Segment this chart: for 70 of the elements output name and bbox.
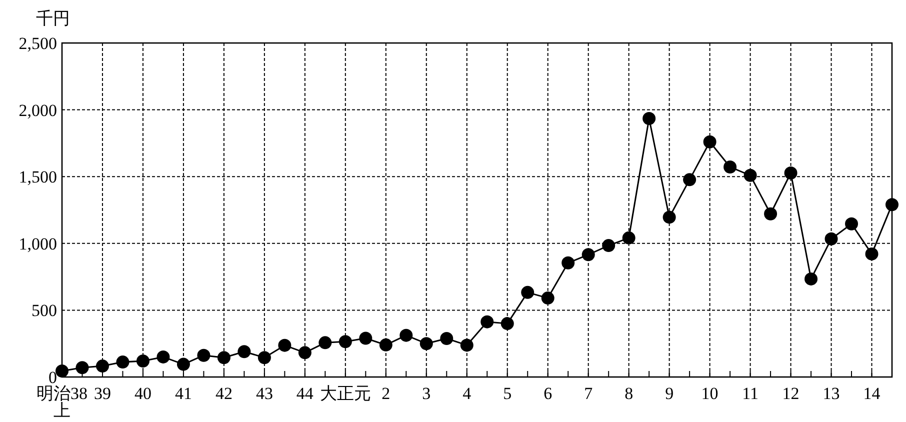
x-tick-label: 14	[863, 384, 881, 403]
y-tick-label: 1,500	[18, 168, 57, 187]
x-tick-label: 大正元	[320, 384, 371, 403]
x-tick-label: 44	[296, 384, 314, 403]
y-tick-label: 0	[48, 368, 57, 387]
point	[500, 317, 514, 330]
point	[562, 256, 575, 270]
y-tick-label: 1,000	[18, 234, 57, 254]
x-tick-label: 2	[382, 384, 390, 403]
point	[400, 328, 413, 342]
point	[824, 232, 838, 246]
point	[744, 168, 757, 182]
x-tick-label: 4	[462, 384, 472, 403]
point	[156, 350, 170, 364]
x-tick-label: 43	[256, 384, 273, 403]
point	[56, 364, 68, 378]
y-tick-label: 500	[32, 301, 57, 320]
point	[521, 286, 534, 299]
x-tick-label: 42	[215, 384, 232, 403]
point	[480, 315, 494, 328]
point	[804, 272, 818, 286]
point	[136, 354, 150, 368]
point	[845, 217, 858, 230]
y-axis-title: 千円	[36, 9, 70, 28]
point	[764, 207, 778, 220]
x-tick-label: 6	[544, 384, 552, 403]
x-tick-label: 41	[174, 384, 192, 403]
point	[96, 360, 109, 373]
point	[76, 361, 89, 374]
point	[865, 247, 878, 260]
point	[622, 231, 636, 244]
point	[683, 173, 696, 186]
point	[278, 338, 292, 352]
y-tick-label: 2,000	[18, 100, 57, 120]
point	[217, 351, 230, 364]
point	[662, 210, 676, 224]
point	[176, 358, 190, 371]
y-tick-label: 2,500	[18, 34, 57, 53]
point	[703, 135, 716, 148]
x-tick-label: 5	[503, 384, 512, 403]
point	[420, 337, 433, 350]
point	[318, 336, 332, 350]
point	[440, 332, 454, 346]
point	[338, 335, 352, 348]
point	[582, 248, 595, 262]
x-tick-label: 3	[422, 384, 431, 403]
x-tick-label: 7	[584, 384, 594, 403]
x-tick-label: 9	[665, 384, 674, 403]
x-tick-label: 39	[94, 384, 111, 403]
point	[886, 198, 898, 212]
x-tick-label: 明治38 上	[36, 384, 88, 420]
point	[197, 348, 210, 362]
point	[379, 338, 392, 352]
point	[258, 351, 271, 364]
point	[116, 356, 130, 369]
point	[784, 166, 798, 180]
point	[642, 112, 656, 125]
x-tick-label: 40	[134, 384, 152, 403]
x-tick-label: 12	[782, 384, 800, 403]
point	[359, 332, 372, 345]
point	[238, 345, 251, 358]
x-tick-label: 11	[742, 384, 758, 403]
x-tick-label: 10	[701, 384, 718, 403]
x-tick-label: 8	[624, 384, 634, 403]
point	[541, 292, 554, 305]
point	[724, 160, 737, 174]
point	[298, 346, 312, 360]
point	[460, 338, 474, 352]
x-tick-label: 13	[822, 384, 840, 403]
point	[602, 239, 616, 252]
